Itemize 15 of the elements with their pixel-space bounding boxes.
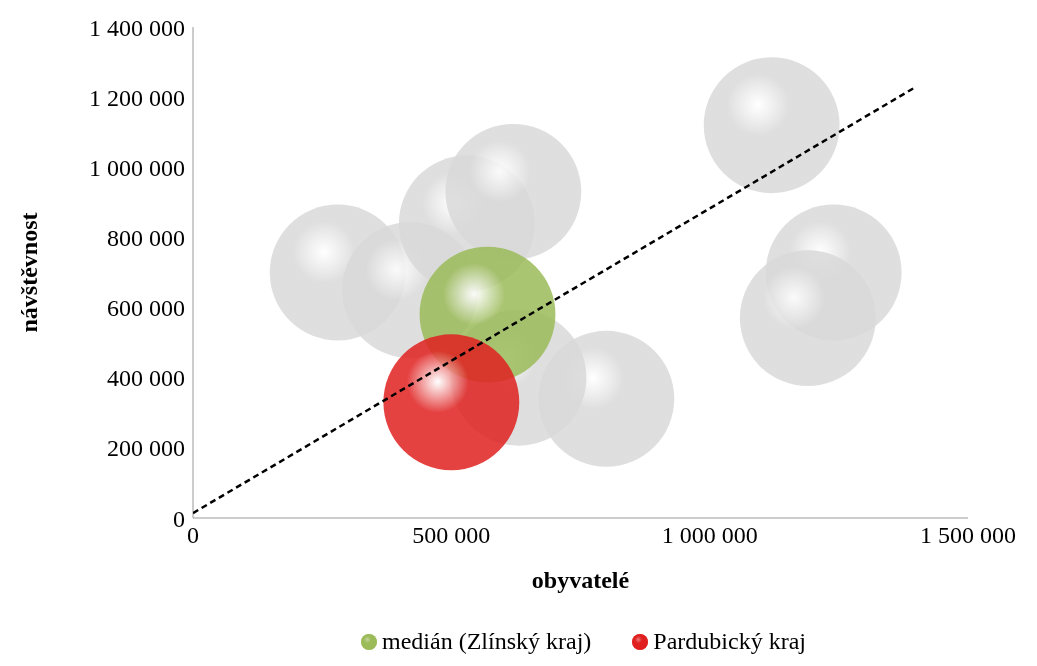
x-axis-title: obyvatelé [531,567,630,593]
x-tick-label: 1 000 000 [661,522,758,549]
y-tick-label: 800 000 [107,224,185,251]
y-tick-label: 400 000 [107,365,185,392]
y-tick-label: 600 000 [107,295,185,322]
y-tick-label: 1 000 000 [89,154,185,181]
y-tick-label: 0 [173,505,185,532]
y-tick-label: 1 200 000 [89,84,185,111]
y-axis-title: návštěvnost [15,212,42,333]
legend-label: Pardubický kraj [653,628,806,655]
x-tick-label: 1 500 000 [920,522,1016,549]
legend-label: medián (Zlínský kraj) [382,628,592,655]
x-tick-label: 500 000 [412,522,491,549]
y-tick-label: 1 400 000 [89,14,185,41]
y-tick-label: 200 000 [107,435,185,462]
